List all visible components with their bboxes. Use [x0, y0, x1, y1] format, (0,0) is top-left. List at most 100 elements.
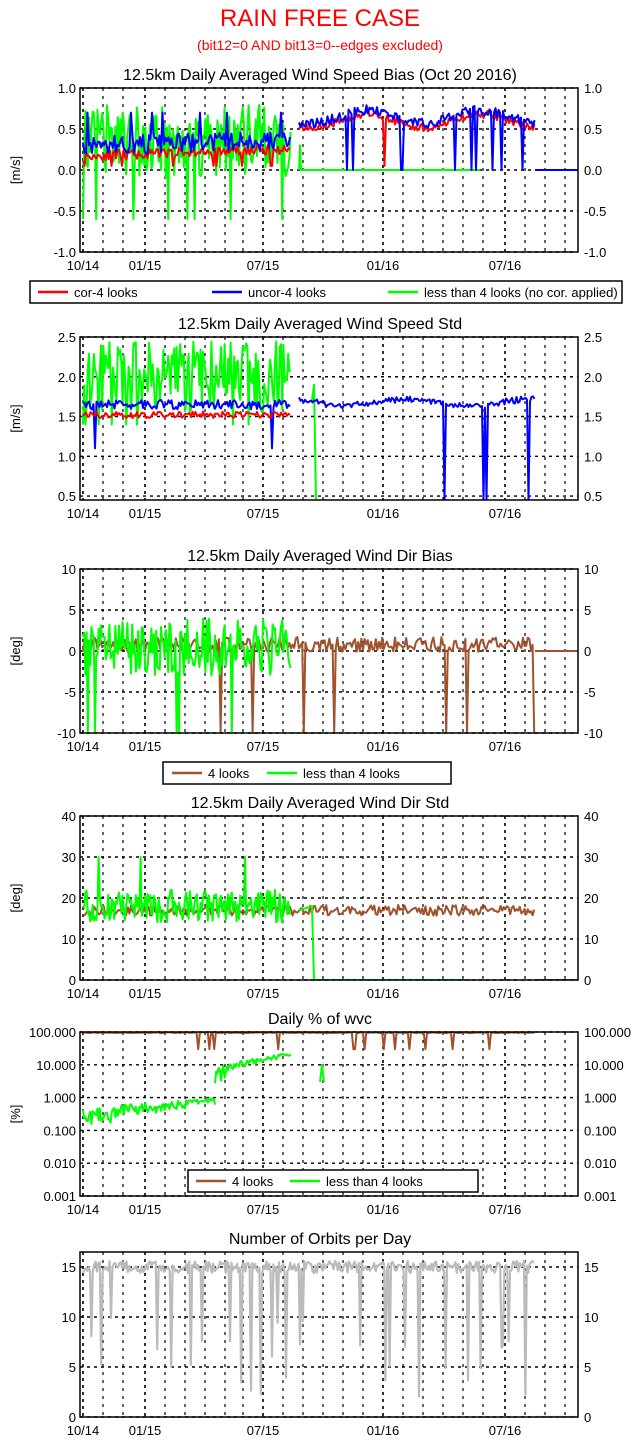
series-group: [82, 1032, 535, 1126]
y-tick-label-left: 0.001: [43, 1189, 76, 1204]
panel-title: Daily % of wvc: [268, 1011, 372, 1028]
x-tick-label: 01/16: [367, 1423, 400, 1438]
plot-frame: [79, 1251, 579, 1418]
x-tick-label: 10/14: [67, 1423, 100, 1438]
plot-frame: [79, 568, 579, 734]
y-tick-label-right: -0.5: [584, 204, 606, 219]
x-tick-label: 07/15: [247, 986, 280, 1001]
series-cor-4-looks: [82, 410, 291, 420]
x-tick-label: 01/16: [367, 506, 400, 521]
y-tick-label-left: 0.010: [43, 1156, 76, 1171]
x-tick-label: 01/15: [129, 739, 162, 754]
x-tick-label: 01/16: [367, 258, 400, 273]
y-axis-label: [%]: [8, 1105, 23, 1124]
x-tick-label: 07/15: [247, 506, 280, 521]
series-cor-4-looks: [82, 144, 291, 167]
y-tick-label-left: 5: [69, 1360, 76, 1375]
y-tick-label-left: 15: [62, 1260, 76, 1275]
x-tick-label: 10/14: [67, 986, 100, 1001]
y-tick-label-right: -10: [584, 726, 603, 741]
y-tick-label-left: 0.5: [58, 122, 76, 137]
y-tick-label-left: 2.5: [58, 330, 76, 345]
y-tick-label-right: 20: [584, 891, 598, 906]
y-tick-label-left: 0: [69, 973, 76, 988]
series-4-looks: [82, 636, 536, 733]
chart-speed-std: 12.5km Daily Averaged Wind Speed Std [m/s…: [8, 316, 602, 521]
series-uncor-4-looks-b: [298, 104, 536, 171]
series-group: [82, 340, 536, 500]
y-tick-label-left: 2.0: [58, 370, 76, 385]
y-tick-label-right: 10.000: [584, 1058, 624, 1073]
y-tick-label-right: 0: [584, 973, 591, 988]
legend-box: [187, 1169, 479, 1193]
y-tick-label-right: 0.001: [584, 1189, 617, 1204]
panel-title: Number of Orbits per Day: [229, 1231, 411, 1248]
series-less-4-looks-b: [214, 1053, 292, 1084]
x-tick-label: 10/14: [67, 258, 100, 273]
y-tick-label-right: 0.100: [584, 1123, 617, 1138]
x-tick-label: 07/15: [247, 739, 280, 754]
y-tick-label-left: 5: [69, 603, 76, 618]
y-tick-label-left: -10: [57, 726, 76, 741]
y-tick-label-right: 0: [584, 644, 591, 659]
y-tick-label-right: 30: [584, 850, 598, 865]
x-tick-label: 07/15: [247, 1423, 280, 1438]
panel-title: 12.5km Daily Averaged Wind Dir Std: [191, 795, 449, 812]
x-tick-label: 07/16: [489, 1202, 522, 1217]
y-tick-label-right: 0.5: [584, 122, 602, 137]
y-tick-label-right: 5: [584, 1360, 591, 1375]
y-tick-label-left: 40: [62, 809, 76, 824]
legend-label: less than 4 looks: [303, 766, 400, 781]
x-tick-label: 07/16: [489, 739, 522, 754]
series-less-4-looks-b: [311, 383, 317, 500]
panel-title: 12.5km Daily Averaged Wind Speed Std: [178, 316, 462, 333]
series-group: [82, 103, 578, 221]
chart-dir-std: 12.5km Daily Averaged Wind Dir Std [deg] 4…: [8, 795, 598, 1001]
y-tick-label-right: 1.5: [584, 410, 602, 425]
y-tick-label-left: 10.000: [36, 1058, 76, 1073]
legend-label: 4 looks: [208, 766, 250, 781]
y-tick-label-left: -5: [64, 685, 76, 700]
series-uncor-4-looks: [82, 398, 291, 450]
y-axis-label: [m/s]: [8, 404, 23, 432]
x-tick-label: 10/14: [67, 739, 100, 754]
series-less-4-looks: [82, 103, 292, 221]
plot-frame: [79, 1031, 579, 1197]
chart-wvc-percent: Daily % of wvc [%] 100.000 100.000 10.000 10.…: [8, 1011, 631, 1217]
x-tick-label: 01/16: [367, 739, 400, 754]
x-tick-label: 10/14: [67, 1202, 100, 1217]
series-group: [82, 1259, 578, 1417]
y-tick-label-left: 20: [62, 891, 76, 906]
panel-title: 12.5km Daily Averaged Wind Dir Bias: [187, 548, 453, 565]
y-tick-label-right: 10: [584, 932, 598, 947]
series-group: [82, 856, 578, 980]
legend-label: uncor-4 looks: [248, 285, 327, 300]
y-tick-label-right: 2.0: [584, 370, 602, 385]
y-tick-label-right: -5: [584, 685, 596, 700]
y-tick-label-right: 2.5: [584, 330, 602, 345]
y-tick-label-right: 40: [584, 809, 598, 824]
main-subtitle: (bit12=0 AND bit13=0--edges excluded): [197, 37, 443, 53]
y-tick-label-left: 0.100: [43, 1123, 76, 1138]
y-tick-label-left: 0.5: [58, 489, 76, 504]
y-tick-label-left: 10: [62, 932, 76, 947]
y-tick-label-right: 0.010: [584, 1156, 617, 1171]
x-tick-label: 07/16: [489, 506, 522, 521]
y-tick-label-left: 0: [69, 1410, 76, 1425]
y-tick-label-right: -1.0: [584, 245, 606, 260]
legend-label: less than 4 looks: [326, 1174, 423, 1189]
series-less-4-looks-c: [319, 1063, 325, 1083]
x-tick-label: 01/15: [129, 986, 162, 1001]
series-less-4-looks: [82, 617, 292, 733]
legend-box: [29, 280, 623, 304]
y-tick-label-left: 1.0: [58, 449, 76, 464]
series-uncor-4-looks-b: [298, 395, 536, 500]
y-tick-label-right: 10: [584, 1310, 598, 1325]
y-tick-label-left: -0.5: [54, 204, 76, 219]
y-tick-label-left: 100.000: [29, 1025, 76, 1040]
x-tick-label: 01/16: [367, 986, 400, 1001]
series-less-4-looks: [82, 1097, 216, 1126]
y-tick-label-left: 0.0: [58, 163, 76, 178]
y-axis-label: [deg]: [8, 884, 23, 913]
series-less-4-looks: [82, 856, 292, 924]
